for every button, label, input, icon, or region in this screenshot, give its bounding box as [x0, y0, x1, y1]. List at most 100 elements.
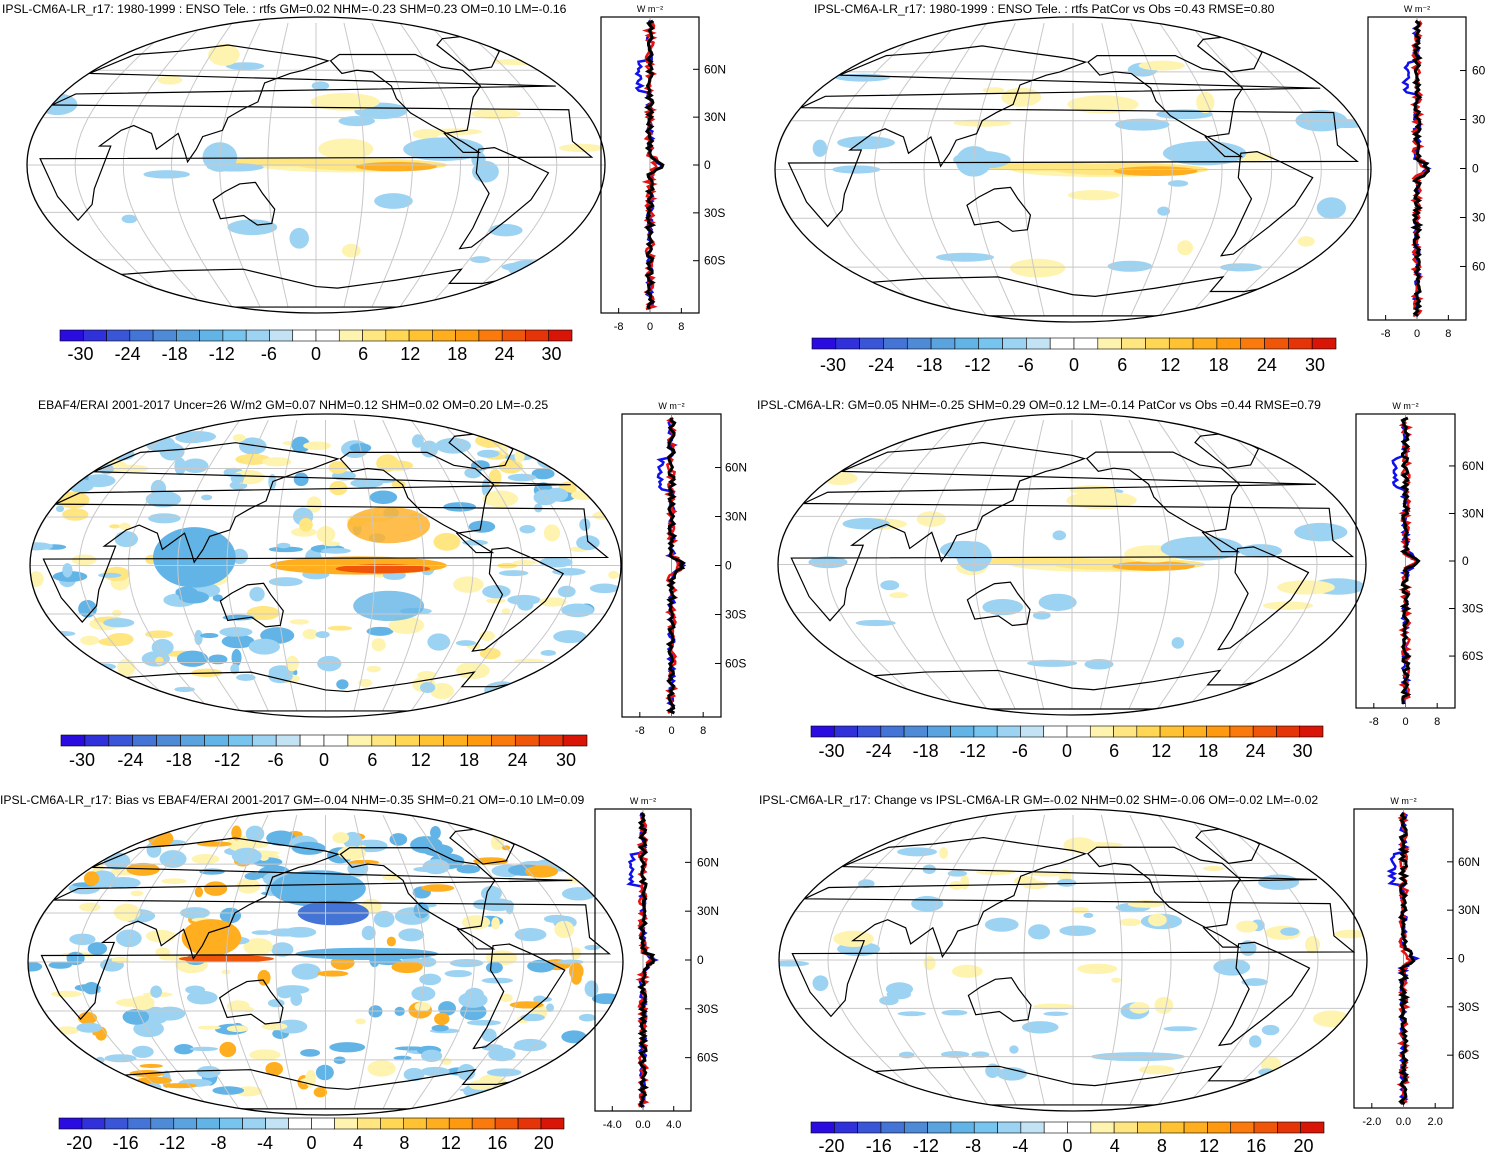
- field-blob: [608, 570, 619, 580]
- zonal-lat-label: 30: [1472, 113, 1486, 127]
- colorbar-label: 30: [1293, 741, 1313, 761]
- field-blob: [982, 87, 1005, 94]
- field-blob: [119, 522, 131, 531]
- field-blob: [460, 1003, 487, 1021]
- field-blob: [951, 964, 983, 978]
- colorbar-swatch: [176, 329, 200, 342]
- colorbar-swatch: [58, 1117, 83, 1130]
- colorbar-swatch: [1043, 725, 1068, 738]
- colorbar-label: 18: [1209, 355, 1229, 375]
- colorbar-label: -24: [115, 344, 141, 364]
- zonal-lat-label: 60: [1472, 259, 1486, 273]
- field-blob: [897, 847, 938, 857]
- coastline: [1087, 55, 1244, 158]
- colorbar-label: -24: [866, 741, 892, 761]
- zonal-lat-label: 30S: [704, 206, 725, 220]
- colorbar-label: -18: [166, 750, 192, 770]
- zonal-lat-label: 60S: [1458, 1048, 1479, 1062]
- colorbar-swatch: [1264, 337, 1289, 350]
- field-blob: [204, 881, 228, 896]
- field-blob: [1038, 593, 1077, 611]
- field-blob: [174, 457, 186, 476]
- field-blob: [512, 559, 537, 566]
- field-blob: [285, 655, 299, 672]
- zonal-lat-label: 60N: [697, 855, 719, 869]
- field-blob: [212, 1086, 245, 1095]
- field-blob: [230, 663, 240, 675]
- coastline: [787, 45, 1359, 228]
- field-blob: [980, 556, 1099, 566]
- colorbar-swatch: [323, 734, 349, 747]
- field-blob: [411, 434, 424, 448]
- field-blob: [960, 875, 970, 890]
- colorbar-label: 12: [1151, 741, 1171, 761]
- colorbar-swatch: [950, 725, 975, 738]
- field-blob: [355, 1018, 366, 1025]
- field-blob: [52, 571, 88, 582]
- colorbar-label: 0: [306, 1133, 316, 1153]
- zonal-lat-label: 60S: [704, 254, 725, 268]
- colorbar-swatch: [857, 1121, 882, 1134]
- colorbar-swatch: [1113, 1121, 1138, 1134]
- field-blob: [126, 862, 160, 876]
- field-blob: [1077, 963, 1118, 974]
- field-blob: [231, 548, 249, 565]
- zonal-lat-label: 30: [1472, 210, 1486, 224]
- zonal-mean-p6: 60N 30N 0 30S 60S -2.0 0.0 2.0 W m⁻²: [1353, 796, 1480, 1128]
- field-blob: [249, 586, 265, 602]
- colorbar-label: 16: [487, 1133, 507, 1153]
- field-blob: [219, 907, 242, 924]
- field-blob: [1009, 1045, 1019, 1054]
- field-blob: [411, 986, 436, 1002]
- colorbar-swatch: [467, 734, 492, 747]
- field-blob: [200, 633, 219, 639]
- field-blob: [388, 616, 425, 635]
- colorbar-swatch: [59, 329, 84, 342]
- field-blob: [481, 1028, 497, 1042]
- colorbar-swatch: [880, 725, 905, 738]
- field-blob: [984, 917, 1019, 932]
- colorbar-swatch: [371, 734, 397, 747]
- field-blob: [315, 1064, 334, 1081]
- map-border: [778, 808, 1368, 1112]
- field-blob: [231, 825, 242, 841]
- field-blob: [244, 872, 262, 881]
- zonal-lat-label: 30S: [697, 1002, 718, 1016]
- zonal-series-line: [1399, 416, 1421, 705]
- colorbar-swatch: [954, 337, 980, 350]
- colorbar-label: 12: [1160, 355, 1180, 375]
- colorbar-label: -30: [67, 344, 93, 364]
- colorbar-p4: -30 -24 -18 -12 -6 0 6 12 18 24 30: [810, 725, 1324, 761]
- colorbar-label: 12: [1199, 1136, 1219, 1155]
- zonal-unit-label: W m⁻²: [637, 4, 663, 14]
- field-blob: [291, 963, 321, 980]
- zonal-series-line: [635, 812, 655, 1108]
- field-blob: [313, 1087, 328, 1098]
- map-border: [777, 413, 1367, 716]
- zonal-unit-label: W m⁻²: [1404, 4, 1430, 14]
- coastline: [40, 837, 612, 1021]
- field-blob: [885, 982, 914, 996]
- field-blob: [186, 990, 218, 1005]
- field-blob: [812, 975, 829, 991]
- colorbar-label: 18: [459, 750, 479, 770]
- zonal-x-label: 2.0: [1428, 1116, 1443, 1128]
- colorbar-label: -24: [868, 355, 894, 375]
- field-blob: [76, 1022, 102, 1033]
- field-blob: [889, 592, 909, 599]
- colorbar-swatch: [132, 734, 157, 747]
- field-blob: [181, 919, 242, 956]
- zonal-series-line: [665, 417, 687, 715]
- field-blob: [455, 640, 477, 646]
- colorbar-swatch: [1159, 725, 1184, 738]
- field-blob: [1057, 878, 1077, 887]
- field-blob: [403, 1067, 425, 1082]
- map-p3: [29, 413, 622, 718]
- colorbar-swatch: [1183, 1121, 1208, 1134]
- colorbar-swatch: [1240, 337, 1265, 350]
- map-p6: [778, 808, 1368, 1112]
- field-blob: [109, 448, 135, 461]
- colorbar-swatch: [251, 734, 277, 747]
- field-blob: [488, 1047, 516, 1062]
- field-blob: [427, 633, 451, 651]
